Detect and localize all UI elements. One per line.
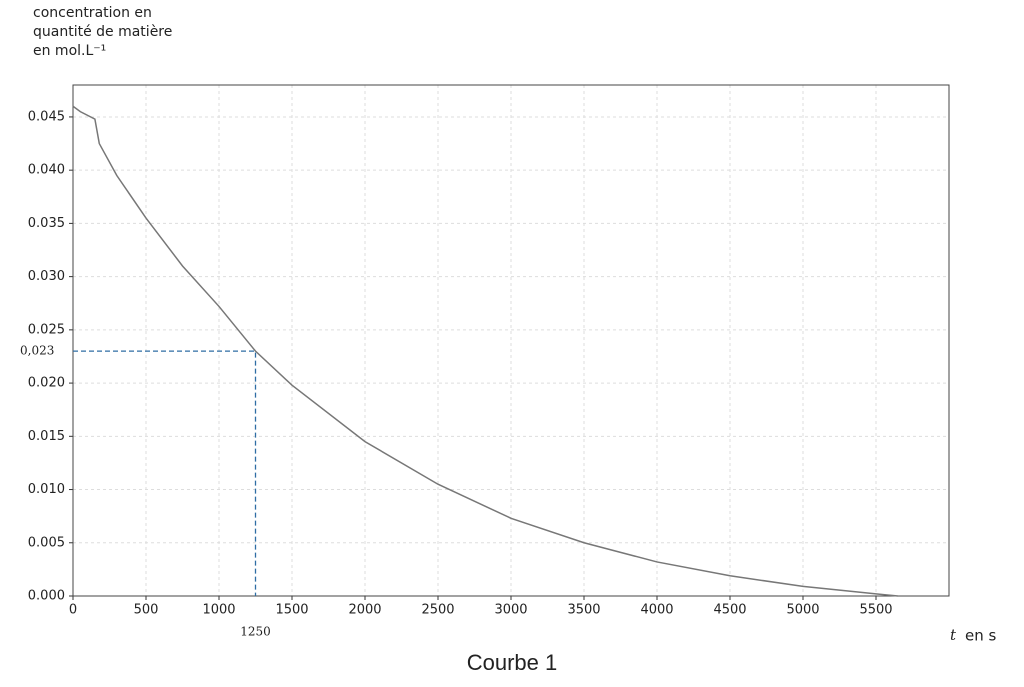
caption: Courbe 1 <box>467 650 558 675</box>
y-tick-label: 0.045 <box>28 109 65 124</box>
y-tick-label: 0.025 <box>28 322 65 337</box>
annotation-x-label: 1250 <box>240 625 271 639</box>
annotation-dashed-line <box>73 350 257 596</box>
y-tick-label: 0.000 <box>28 589 65 604</box>
x-tick-label: 5000 <box>786 603 819 618</box>
x-tick-label: 1000 <box>202 603 235 618</box>
x-tick-label: 0 <box>69 603 77 618</box>
y-tick-label: 0.005 <box>28 535 65 550</box>
y-tick-label: 0.030 <box>28 269 65 284</box>
y-tick-label: 0.040 <box>28 163 65 178</box>
x-axis-variable: t <box>950 626 957 644</box>
plot-frame <box>72 84 950 597</box>
x-tick-label: 5500 <box>859 603 892 618</box>
x-tick-label: 500 <box>134 603 159 618</box>
x-tick-label: 4500 <box>713 603 746 618</box>
x-tick-label: 2000 <box>348 603 381 618</box>
x-tick-label: 3000 <box>494 603 527 618</box>
y-axis-label: quantité de matière <box>33 24 172 40</box>
x-tick-label: 3500 <box>567 603 600 618</box>
x-tick-label: 2500 <box>421 603 454 618</box>
y-tick-label: 0.020 <box>28 376 65 391</box>
x-axis-label: en s <box>965 627 997 645</box>
y-tick-label: 0.015 <box>28 429 65 444</box>
annotation-y-label: 0,023 <box>20 344 54 358</box>
y-axis-label: en mol.L⁻¹ <box>33 43 106 59</box>
y-axis-label: concentration en <box>33 5 152 21</box>
x-tick-label: 1500 <box>275 603 308 618</box>
data-line <box>72 105 898 597</box>
y-tick-label: 0.035 <box>28 216 65 231</box>
y-tick-label: 0.010 <box>28 482 65 497</box>
x-tick-label: 4000 <box>640 603 673 618</box>
